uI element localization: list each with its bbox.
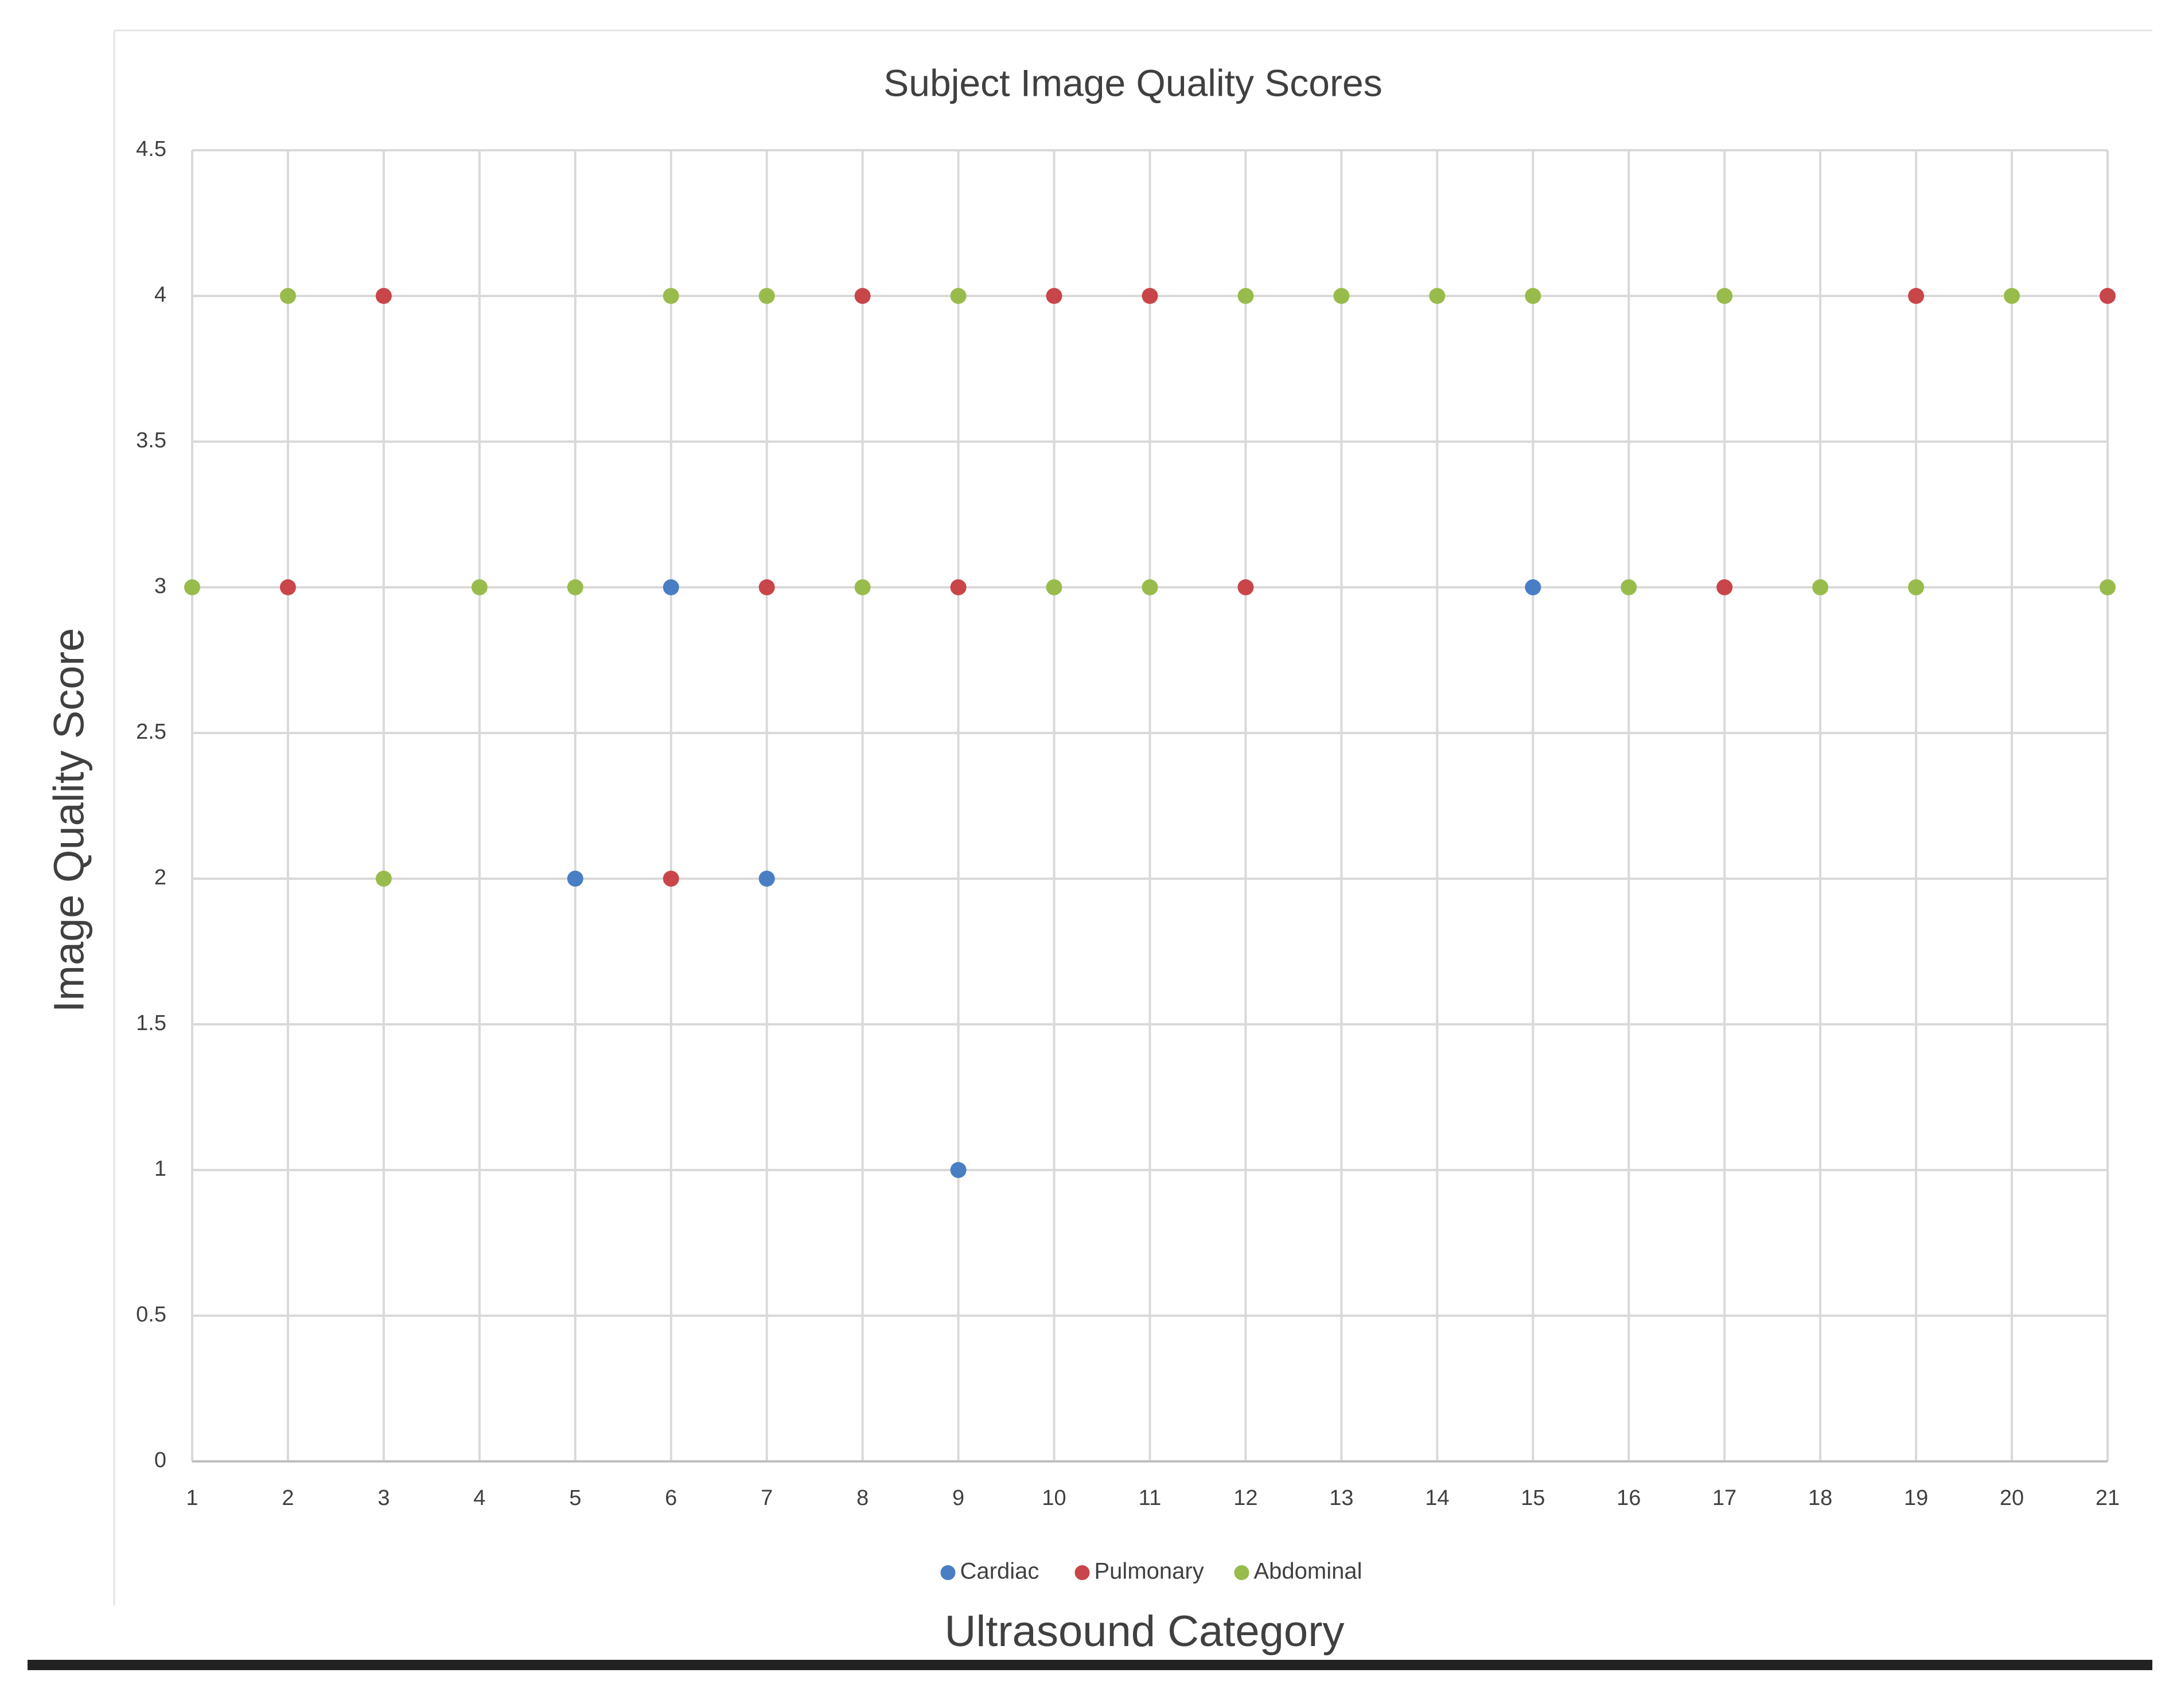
- point: [375, 288, 392, 304]
- point: [663, 871, 679, 887]
- point: [471, 579, 488, 595]
- x-tick-label: 2: [282, 1486, 294, 1510]
- point: [1621, 579, 1637, 595]
- point: [758, 288, 775, 304]
- x-tick-label: 7: [761, 1486, 773, 1510]
- point: [758, 579, 775, 595]
- chart-title: Subject Image Quality Scores: [883, 61, 1382, 104]
- x-tick-label: 3: [377, 1486, 390, 1510]
- point: [1237, 579, 1254, 595]
- point: [1237, 288, 1254, 304]
- point: [854, 579, 871, 595]
- x-tick-label: 12: [1233, 1486, 1257, 1510]
- point: [663, 288, 679, 304]
- point: [1142, 579, 1158, 595]
- y-axis-label: Image Quality Score: [45, 628, 93, 1012]
- legend-marker: [1074, 1565, 1090, 1580]
- x-tick-label: 13: [1329, 1486, 1353, 1510]
- x-tick-label: 10: [1042, 1486, 1066, 1510]
- point: [1525, 288, 1541, 304]
- x-tick-label: 4: [473, 1486, 485, 1510]
- point: [1716, 579, 1733, 595]
- point: [1525, 579, 1541, 595]
- point: [567, 579, 583, 595]
- point: [2100, 579, 2116, 595]
- x-tick-label: 9: [952, 1486, 964, 1510]
- point: [1812, 579, 1829, 595]
- point: [1046, 579, 1062, 595]
- legend-label: Abdominal: [1254, 1559, 1362, 1584]
- x-tick-label: 18: [1808, 1486, 1832, 1510]
- y-tick-label: 4.5: [136, 137, 166, 161]
- point: [1333, 288, 1350, 304]
- point: [758, 871, 775, 887]
- legend-label: Cardiac: [960, 1559, 1039, 1584]
- point: [950, 1162, 967, 1178]
- point: [1716, 288, 1733, 304]
- point: [2100, 288, 2116, 304]
- point: [2004, 288, 2020, 304]
- point: [279, 288, 296, 304]
- point: [184, 579, 200, 595]
- bottom-bar: [28, 1660, 2152, 1670]
- y-tick-label: 1.5: [136, 1011, 166, 1035]
- x-tick-label: 5: [569, 1486, 581, 1510]
- point: [950, 579, 967, 595]
- x-tick-label: 1: [186, 1486, 198, 1510]
- y-tick-label: 2: [154, 865, 166, 890]
- point: [279, 579, 296, 595]
- legend-marker: [1234, 1565, 1249, 1580]
- point: [375, 871, 392, 887]
- point: [854, 288, 871, 304]
- y-tick-label: 2.5: [136, 720, 166, 744]
- x-axis-label: Ultrasound Category: [944, 1607, 1344, 1656]
- legend-label: Pulmonary: [1095, 1559, 1204, 1584]
- point: [1429, 288, 1446, 304]
- point: [950, 288, 967, 304]
- legend-marker: [940, 1565, 956, 1580]
- x-tick-label: 16: [1617, 1486, 1641, 1510]
- x-tick-label: 17: [1712, 1486, 1736, 1510]
- y-tick-label: 4: [154, 283, 166, 307]
- point: [663, 579, 679, 595]
- x-tick-label: 6: [665, 1486, 677, 1510]
- y-tick-label: 0: [154, 1448, 166, 1472]
- y-tick-label: 3.5: [136, 428, 166, 453]
- point: [1908, 579, 1925, 595]
- y-tick-label: 3: [154, 574, 166, 598]
- y-tick-label: 1: [154, 1157, 166, 1181]
- x-tick-label: 20: [2000, 1486, 2024, 1510]
- point: [1046, 288, 1062, 304]
- point: [1908, 288, 1925, 304]
- point: [567, 871, 583, 887]
- x-tick-label: 8: [856, 1486, 869, 1510]
- y-tick-label: 0.5: [136, 1303, 166, 1327]
- x-tick-label: 21: [2096, 1486, 2120, 1510]
- x-tick-label: 11: [1139, 1486, 1161, 1510]
- x-tick-label: 15: [1521, 1486, 1545, 1510]
- point: [1142, 288, 1158, 304]
- x-tick-label: 19: [1904, 1486, 1928, 1510]
- x-tick-label: 14: [1425, 1486, 1449, 1510]
